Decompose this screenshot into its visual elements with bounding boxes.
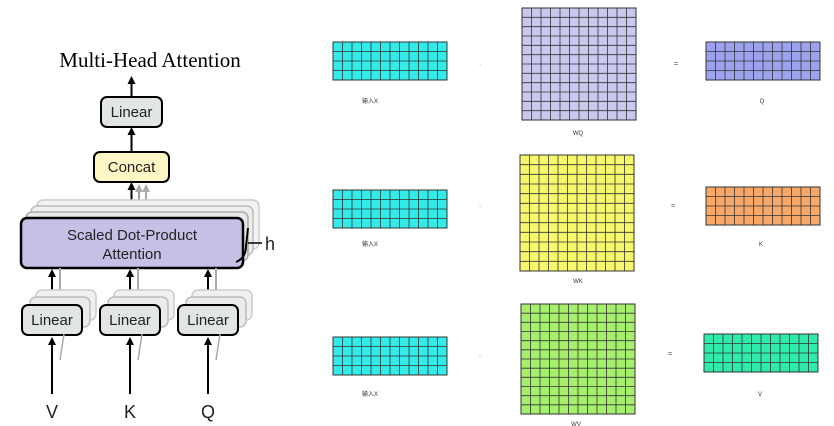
row1-weight-label: WQ bbox=[573, 131, 584, 137]
row1-input-label: 输入X bbox=[362, 97, 378, 105]
row1-equals: = bbox=[674, 61, 678, 68]
row3-input-label: 输入X bbox=[362, 390, 378, 398]
linear-output-label: Linear bbox=[111, 104, 153, 121]
sdpa-box bbox=[19, 216, 245, 270]
linear-k-box bbox=[99, 304, 161, 336]
diagram-title: Multi-Head Attention bbox=[59, 48, 241, 72]
row2-weight-label: WK bbox=[573, 279, 583, 285]
linear-q-label: Linear bbox=[187, 312, 229, 329]
matrix-q bbox=[705, 41, 821, 81]
row2-input-label: 输入X bbox=[362, 240, 378, 248]
row3-output-label: V bbox=[758, 392, 762, 398]
input-arrows bbox=[48, 337, 212, 394]
row2-output-label: K bbox=[759, 242, 763, 248]
linear-k-label: Linear bbox=[109, 312, 151, 329]
input-v-label: V bbox=[46, 402, 58, 422]
matrix-input-x-2 bbox=[332, 189, 448, 229]
matrix-wv bbox=[520, 303, 636, 415]
row2-dot: · bbox=[479, 203, 481, 210]
matrix-wq bbox=[521, 7, 637, 121]
input-q-label: Q bbox=[201, 402, 215, 422]
matrix-multiplication-illustration bbox=[332, 7, 821, 415]
row3-dot: · bbox=[479, 353, 481, 360]
linear-v-box bbox=[21, 304, 83, 336]
row3-weight-label: WV bbox=[571, 422, 581, 426]
linear-q-box bbox=[177, 304, 239, 336]
matrix-v bbox=[703, 333, 819, 373]
input-k-label: K bbox=[124, 402, 136, 422]
concat-label: Concat bbox=[108, 159, 156, 176]
matrix-input-x-1 bbox=[332, 41, 448, 81]
matrix-k bbox=[705, 186, 821, 226]
matrix-wk bbox=[519, 154, 635, 272]
sdpa-label-line1: Scaled Dot-Product bbox=[67, 227, 198, 244]
row1-dot: · bbox=[479, 61, 481, 68]
linear-v-label: Linear bbox=[31, 312, 73, 329]
row3-equals: = bbox=[668, 351, 672, 358]
row2-equals: = bbox=[671, 203, 675, 210]
input-arrows-shadow bbox=[59, 333, 221, 361]
matrix-input-x-3 bbox=[332, 336, 448, 376]
attention-diagram: Multi-Head Attention Linear Concat Scale… bbox=[19, 48, 275, 422]
heads-brace bbox=[235, 227, 249, 263]
row1-output-label: Q bbox=[760, 99, 765, 105]
heads-label: h bbox=[265, 234, 275, 254]
matrix-labels: 输入X · WQ = Q 输入X · WK = K 输入X · WV = V bbox=[362, 61, 765, 426]
sdpa-label-line2: Attention bbox=[102, 246, 161, 263]
